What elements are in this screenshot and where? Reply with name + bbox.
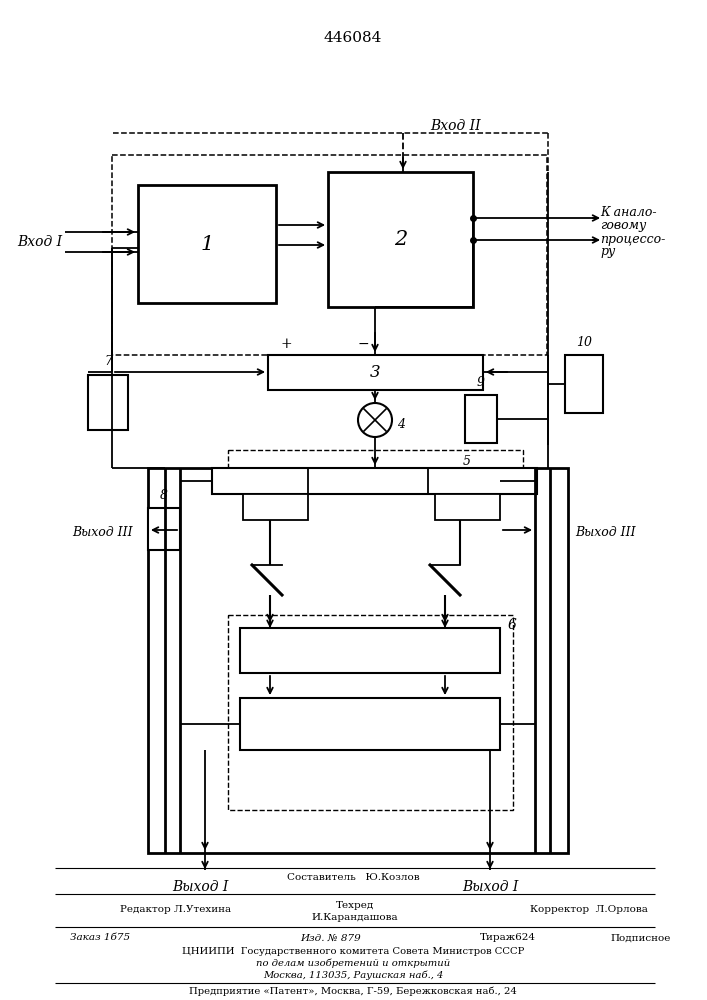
- Text: 3: 3: [370, 364, 381, 381]
- Bar: [148, 468, 568, 853]
- Text: Изд. № 879: Изд. № 879: [300, 934, 361, 942]
- Text: Корректор  Л.Орлова: Корректор Л.Орлова: [530, 906, 648, 914]
- Text: 8: 8: [160, 489, 168, 502]
- Text: −: −: [358, 337, 369, 351]
- Bar: [565, 355, 603, 413]
- Text: Предприятие «Патент», Москва, Г-59, Бережковская наб., 24: Предприятие «Патент», Москва, Г-59, Бере…: [189, 986, 517, 996]
- Text: К анало-: К анало-: [600, 207, 657, 220]
- Text: И.Карандашова: И.Карандашова: [312, 914, 398, 922]
- Bar: [243, 494, 308, 520]
- Text: Редактор Л.Утехина: Редактор Л.Утехина: [120, 906, 231, 914]
- Text: Выход I: Выход I: [462, 880, 518, 894]
- Text: 4: 4: [397, 418, 405, 432]
- Bar: [328, 172, 473, 307]
- Text: Вход I: Вход I: [17, 235, 62, 249]
- Bar: [435, 494, 500, 520]
- Bar: [138, 185, 276, 303]
- Text: Выход III: Выход III: [575, 526, 636, 538]
- Text: Выход I: Выход I: [172, 880, 228, 894]
- Text: по делам изобретений и открытий: по делам изобретений и открытий: [256, 958, 450, 968]
- Text: ЦНИИПИ  Государственного комитета Совета Министров СССР: ЦНИИПИ Государственного комитета Совета …: [182, 946, 524, 956]
- Text: Вход II: Вход II: [430, 119, 481, 133]
- Bar: [465, 395, 497, 443]
- Text: 5: 5: [463, 455, 471, 468]
- Text: Москва, 113035, Раушская наб., 4: Москва, 113035, Раушская наб., 4: [263, 970, 443, 980]
- Text: 9: 9: [477, 376, 485, 389]
- Bar: [240, 698, 500, 750]
- Bar: [212, 468, 537, 494]
- Text: 2: 2: [394, 230, 407, 249]
- Text: процессо-: процессо-: [600, 232, 665, 245]
- Bar: [240, 628, 500, 673]
- Text: Выход III: Выход III: [72, 526, 133, 538]
- Text: 1: 1: [200, 234, 214, 253]
- Bar: [228, 450, 523, 558]
- Text: 7: 7: [104, 355, 112, 368]
- Text: Составитель   Ю.Козлов: Составитель Ю.Козлов: [286, 874, 419, 882]
- Bar: [148, 508, 180, 550]
- Bar: [228, 615, 513, 810]
- Text: Подписное: Подписное: [610, 934, 670, 942]
- Text: Техред: Техред: [336, 902, 374, 910]
- Text: +: +: [280, 337, 292, 351]
- Text: говому: говому: [600, 220, 646, 232]
- Text: ру: ру: [600, 245, 615, 258]
- Text: 446084: 446084: [324, 31, 382, 45]
- Bar: [268, 355, 483, 390]
- Text: Тираж624: Тираж624: [480, 934, 536, 942]
- Bar: [112, 155, 547, 355]
- Bar: [88, 375, 128, 430]
- Text: 6: 6: [508, 618, 517, 632]
- Text: Заказ 1б75: Заказ 1б75: [70, 934, 130, 942]
- Text: 10: 10: [576, 336, 592, 349]
